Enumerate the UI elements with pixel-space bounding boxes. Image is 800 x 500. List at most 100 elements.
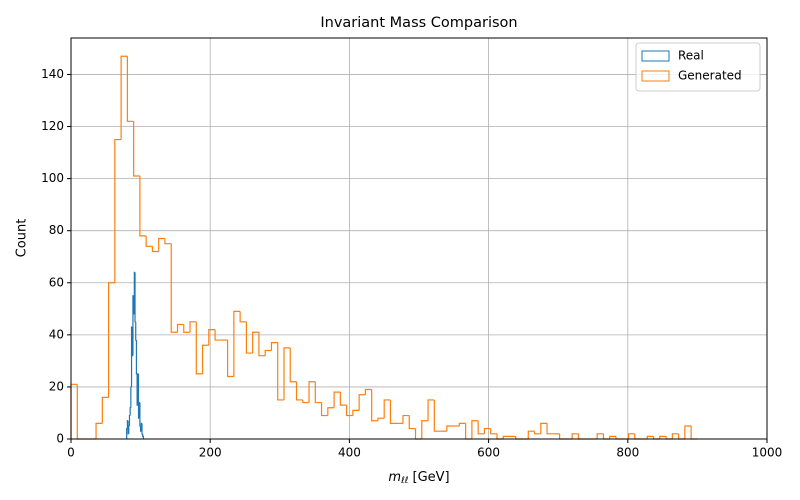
histogram-step	[339, 392, 347, 406]
histogram-step	[107, 282, 115, 398]
histogram-step	[208, 329, 216, 346]
histogram-step	[245, 321, 253, 354]
plot-frame	[70, 37, 768, 440]
histogram-step	[142, 433, 144, 439]
histogram-step	[364, 388, 372, 395]
histogram-step	[302, 399, 310, 404]
y-tick-label: 40	[49, 327, 64, 341]
histogram-step	[283, 347, 291, 400]
histogram-step	[128, 425, 130, 434]
histogram-step	[101, 396, 109, 424]
histogram-step	[458, 422, 466, 426]
histogram-step	[609, 435, 616, 439]
histogram-step	[533, 431, 541, 435]
x-tick-label: 1000	[752, 446, 783, 460]
legend-label: Generated	[678, 69, 742, 83]
histogram-step	[377, 417, 385, 421]
legend-label: Real	[678, 49, 704, 63]
histogram-step	[164, 238, 172, 245]
histogram-step	[126, 427, 128, 439]
histogram-step	[659, 435, 667, 439]
histogram-step	[95, 422, 103, 439]
histogram-step	[352, 409, 360, 416]
legend-box	[635, 42, 761, 92]
histogram-step	[371, 389, 378, 422]
y-axis-label: Count	[15, 219, 30, 258]
y-tick-label: 100	[41, 171, 64, 185]
histogram-step	[546, 423, 554, 435]
histogram-step	[145, 235, 153, 247]
histogram-step	[408, 415, 416, 430]
histogram-step	[133, 121, 140, 177]
histogram-step	[158, 237, 165, 252]
x-label-symbol: m	[388, 470, 401, 485]
histogram-step	[346, 405, 353, 417]
histogram-step	[646, 435, 654, 439]
histogram-step	[295, 381, 303, 401]
histogram-step	[170, 243, 178, 333]
histogram-step	[135, 321, 137, 341]
histogram-step	[320, 402, 328, 417]
histogram-step	[571, 433, 579, 439]
histogram-step	[383, 399, 391, 419]
histogram-step	[327, 407, 335, 416]
histogram-step	[483, 427, 491, 434]
histogram-step	[270, 342, 278, 351]
histogram-step	[333, 391, 341, 408]
x-axis-label: mℓℓ [GeV]	[388, 470, 449, 486]
y-tick-label: 120	[41, 119, 64, 133]
histogram-step	[233, 310, 241, 377]
x-label-unit: [GeV]	[413, 470, 450, 485]
x-tick-label: 0	[67, 446, 75, 460]
histogram-step	[277, 342, 284, 401]
histogram-step	[114, 138, 122, 283]
histogram-step	[308, 381, 316, 403]
histogram-step	[176, 323, 184, 333]
histogram-step	[137, 373, 140, 419]
x-tick-label: 400	[338, 446, 361, 460]
y-tick-label: 80	[49, 223, 64, 237]
x-tick-label: 200	[199, 446, 222, 460]
histogram-step	[540, 422, 548, 434]
histogram-step	[671, 433, 679, 439]
histogram-step	[402, 414, 410, 424]
histogram-step	[596, 433, 604, 439]
chart-title: Invariant Mass Comparison	[320, 15, 517, 31]
histogram-step	[433, 399, 441, 432]
y-tick-label: 0	[56, 432, 64, 446]
histogram-step	[128, 414, 131, 426]
histogram-step	[427, 399, 435, 421]
histogram-step	[258, 332, 266, 357]
histogram-step	[239, 311, 247, 323]
histogram-step	[151, 246, 159, 253]
legend-swatch	[641, 50, 670, 62]
histogram-step	[684, 425, 692, 439]
histogram-step	[130, 386, 132, 408]
histogram-step	[139, 176, 147, 237]
histogram-step	[289, 347, 297, 383]
histogram-step	[139, 402, 141, 427]
histogram-step	[183, 324, 191, 333]
histogram-step	[189, 321, 197, 333]
legend-swatch	[641, 70, 670, 82]
histogram-step	[627, 433, 635, 439]
x-label-subscript: ℓℓ	[400, 476, 408, 486]
histogram-step	[138, 401, 140, 419]
histogram-step	[477, 420, 485, 435]
histogram-step	[227, 340, 234, 378]
histogram-step	[214, 329, 222, 341]
histogram-step	[264, 349, 272, 356]
histogram-step	[126, 56, 134, 122]
histogram-step	[471, 420, 479, 439]
y-tick-label: 20	[49, 379, 64, 393]
histogram-step	[490, 428, 497, 435]
histogram-step	[446, 425, 454, 432]
histogram-step	[129, 407, 131, 416]
histogram-step	[314, 381, 322, 404]
histogram-step	[421, 420, 429, 439]
histogram-step	[141, 423, 143, 435]
histogram-step	[502, 435, 510, 439]
x-tick-label: 600	[477, 446, 500, 460]
histogram-step	[195, 321, 203, 375]
